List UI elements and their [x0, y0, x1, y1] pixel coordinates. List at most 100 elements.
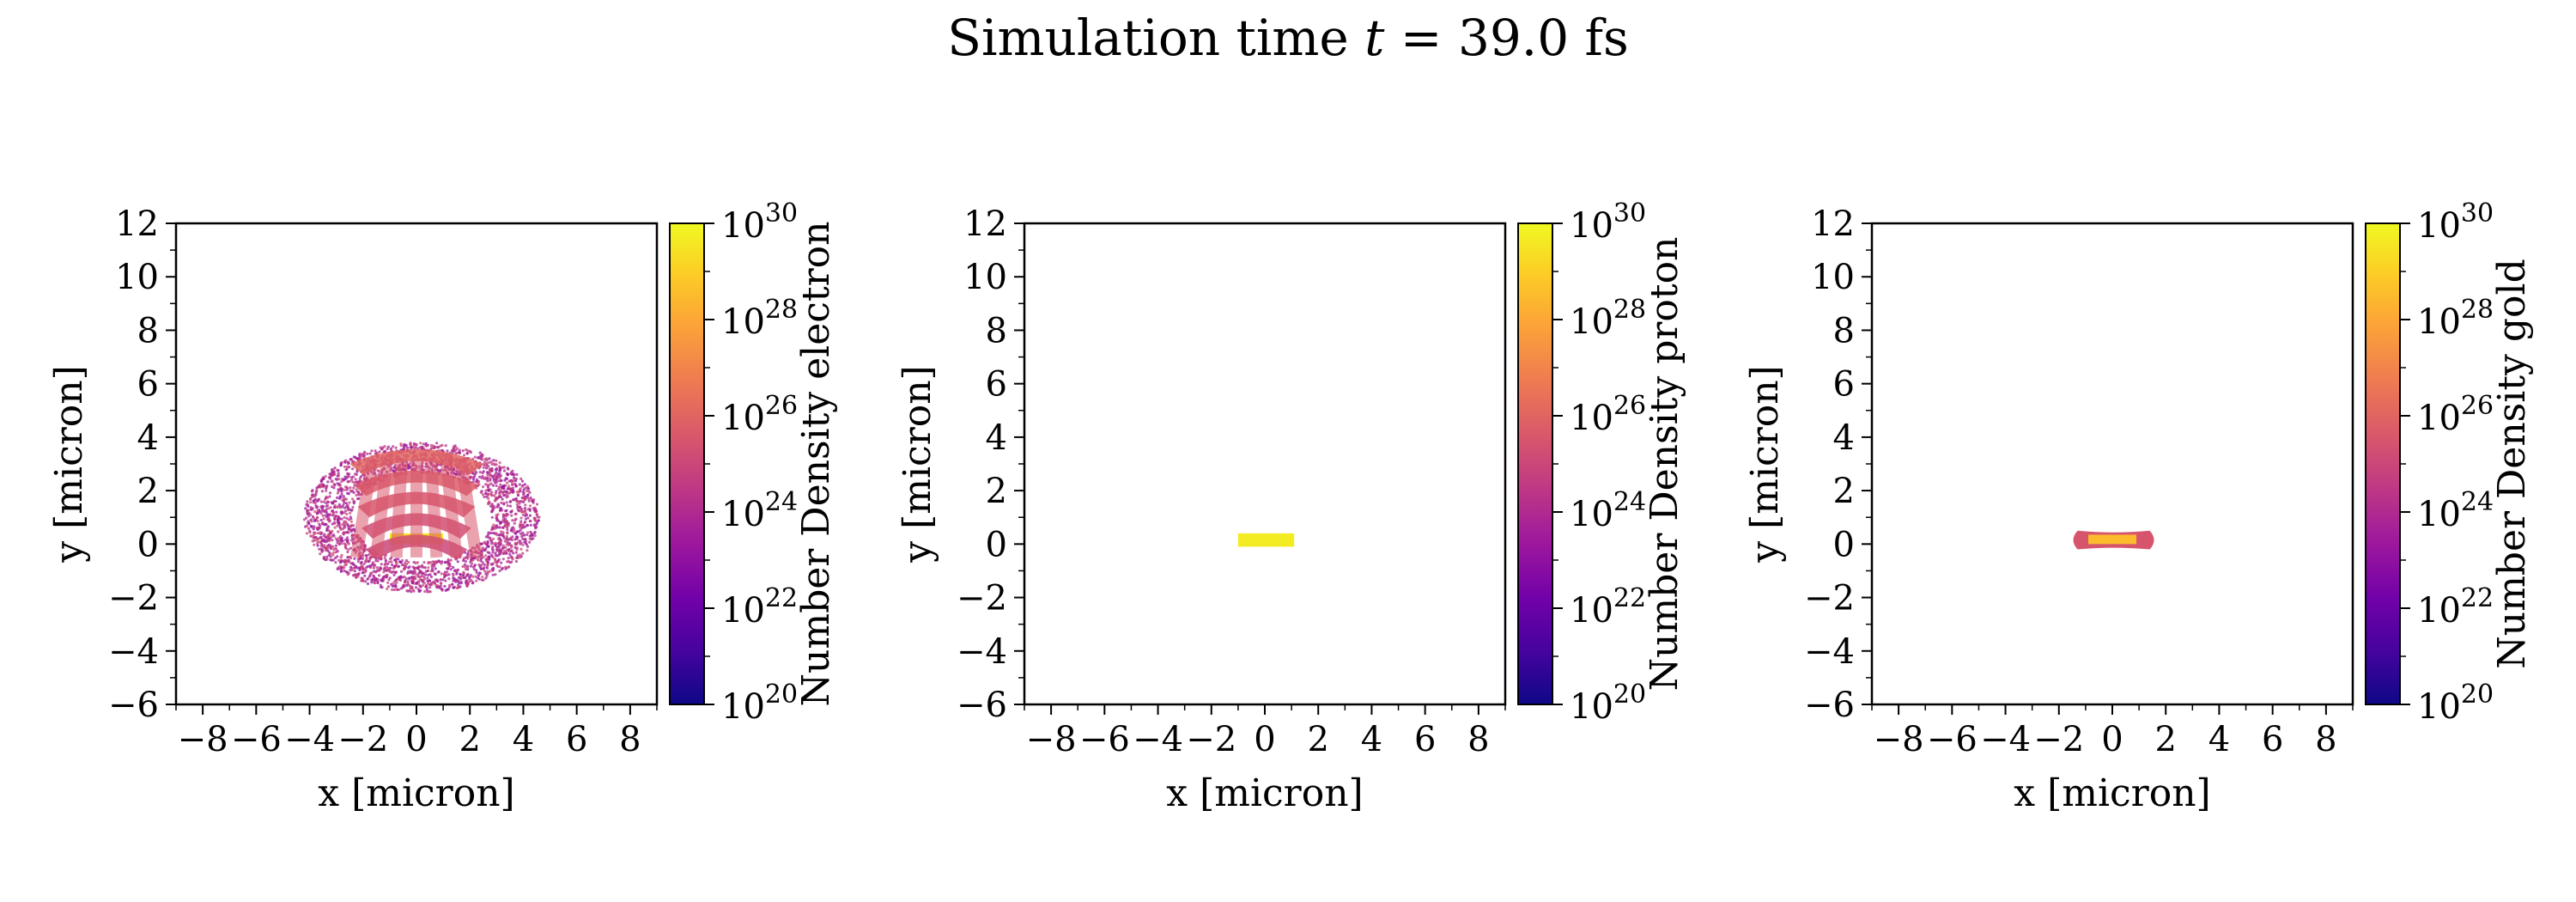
dome-streak: [350, 457, 379, 559]
particle-point: [394, 558, 398, 561]
particle-point: [524, 503, 527, 507]
particle-point: [331, 514, 335, 517]
particle-point: [398, 564, 401, 568]
particle-point: [501, 491, 504, 494]
particle-point: [498, 474, 501, 478]
particle-point: [429, 575, 434, 579]
particle-point: [502, 514, 506, 517]
particle-point: [502, 494, 506, 497]
particle-point: [335, 510, 338, 514]
particle-point: [443, 584, 447, 588]
particle-point: [510, 514, 513, 517]
dome-streak: [390, 458, 408, 558]
particle-point: [428, 590, 432, 594]
y-tick-label: −4: [1804, 632, 1855, 672]
particle-point: [313, 502, 317, 505]
particle-point: [516, 554, 519, 558]
x-axis: −8 −6 −4 −2 0 2 4 6 8 x [micron]: [1871, 704, 2354, 815]
colorbar-tick-label: 1028: [721, 295, 798, 342]
particle-point: [449, 558, 453, 562]
particle-point: [429, 443, 434, 448]
particle-point: [328, 472, 331, 476]
particle-point: [537, 519, 541, 522]
colorbar-tick-label: 1022: [2417, 583, 2494, 631]
y-axis: −6 −4 −2 0 2 4 6 8 10 12 y [micron]: [1743, 204, 1872, 725]
particle-point: [304, 507, 307, 510]
particle-point: [510, 544, 513, 547]
particle-point: [327, 476, 331, 479]
particle-point: [325, 527, 329, 530]
y-tick-label: −4: [108, 632, 159, 672]
particle-point: [322, 557, 325, 560]
x-tick-label: −4: [1133, 720, 1183, 759]
particle-point: [331, 468, 335, 472]
particle-point: [333, 526, 337, 529]
particle-point: [346, 573, 349, 576]
particle-point: [505, 551, 508, 555]
x-tick-label: 0: [2101, 720, 2123, 759]
colorbar-gradient: [2365, 222, 2401, 705]
particle-point: [325, 489, 328, 493]
particle-point: [367, 560, 370, 564]
particle-point: [515, 530, 519, 533]
particle-point: [515, 491, 519, 494]
particle-point: [334, 547, 338, 551]
particle-point: [329, 506, 332, 509]
particle-point: [343, 564, 347, 567]
particle-point: [532, 532, 537, 535]
particle-point: [511, 519, 514, 522]
particle-point: [508, 552, 512, 556]
axes-frame: [1870, 222, 2354, 706]
dome-streak: [440, 458, 463, 558]
particle-point: [513, 478, 516, 482]
particle-point: [435, 578, 439, 582]
y-tick-label: 12: [963, 204, 1007, 244]
particle-point: [344, 502, 348, 505]
particle-point: [488, 457, 491, 460]
particle-point: [501, 544, 506, 547]
particle-point: [331, 502, 334, 505]
particle-point: [500, 478, 503, 483]
particle-point: [483, 477, 487, 480]
particle-point: [333, 517, 337, 521]
particle-point: [533, 516, 537, 520]
particle-point: [434, 567, 437, 570]
particle-point: [422, 565, 425, 569]
particle-point: [493, 494, 496, 497]
particle-point: [490, 553, 494, 558]
x-axis: −8 −6 −4 −2 0 2 4 6 8 x [micron]: [1024, 704, 1506, 815]
particle-point: [415, 443, 418, 447]
particle-point: [482, 466, 485, 470]
particle-point: [349, 565, 353, 569]
particle-point: [336, 541, 339, 545]
particle-point: [340, 480, 343, 484]
particle-point: [323, 509, 326, 513]
particle-point: [494, 558, 497, 562]
particle-point: [491, 474, 495, 478]
particle-point: [357, 497, 361, 500]
particle-point: [340, 517, 343, 521]
particle-point: [316, 532, 320, 535]
particle-point: [331, 470, 334, 474]
particle-point: [479, 559, 483, 563]
particle-point: [444, 444, 447, 448]
particle-point: [526, 486, 530, 490]
particle-point: [531, 533, 534, 538]
particle-point: [422, 442, 425, 446]
particle-point: [498, 533, 502, 537]
particle-point: [463, 563, 467, 566]
axes-frame: [1023, 222, 1507, 706]
particle-point: [377, 473, 380, 477]
particle-point: [336, 567, 339, 571]
particle-point: [486, 551, 489, 554]
particle-point: [501, 497, 504, 501]
particle-point: [336, 505, 339, 509]
particle-point: [477, 573, 480, 576]
particle-point: [334, 515, 337, 518]
particle-point: [533, 510, 538, 514]
particle-point: [483, 495, 486, 499]
colorbar-gradient: [669, 222, 705, 705]
particle-point: [526, 516, 530, 520]
particle-point: [325, 536, 328, 539]
